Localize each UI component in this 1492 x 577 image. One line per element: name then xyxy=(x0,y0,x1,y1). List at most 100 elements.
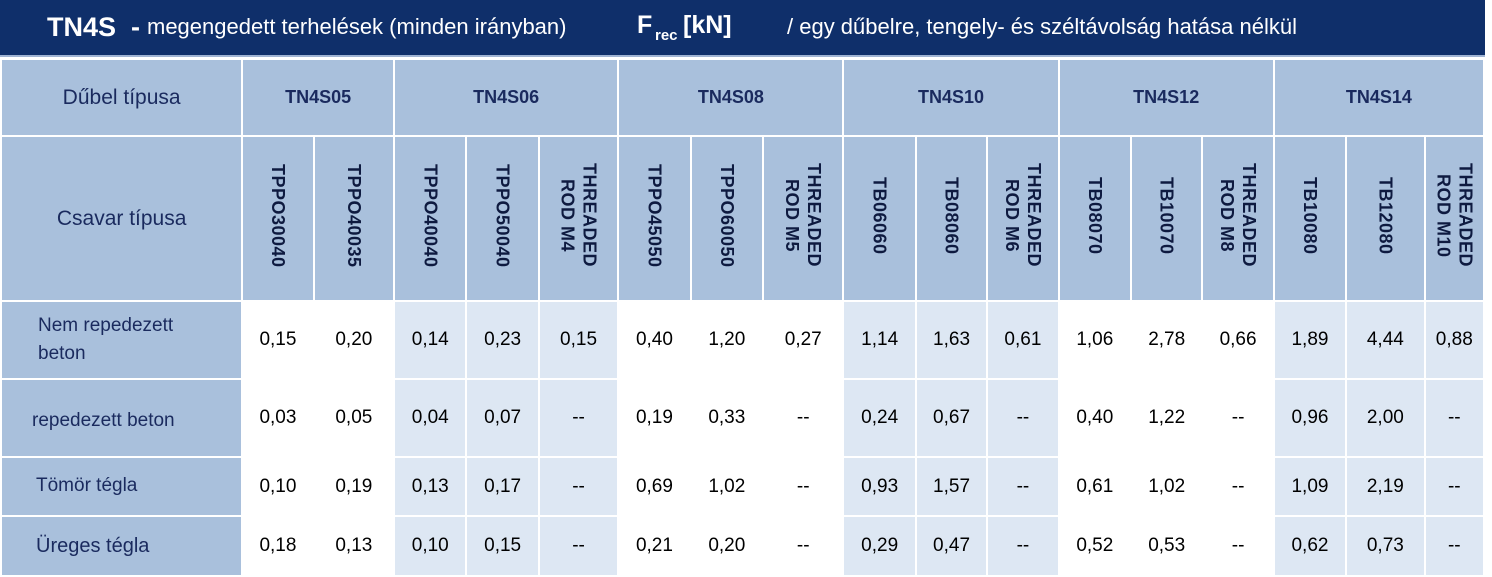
value-cell: 1,22 xyxy=(1129,378,1204,458)
screw-type-header: TPPO40035 xyxy=(312,135,396,302)
value-cell: 1,02 xyxy=(1129,456,1204,517)
product-name: TN4S xyxy=(47,12,117,42)
screw-type-header: THREADED ROD M5 xyxy=(762,135,845,302)
value-cell: 0,20 xyxy=(312,300,396,380)
value-cell: 0,04 xyxy=(393,378,468,458)
dowel-type-header: TN4S10 xyxy=(842,58,1060,137)
value-cell: 0,13 xyxy=(393,456,468,517)
value-cell: 0,47 xyxy=(914,515,989,577)
value-cell: 0,07 xyxy=(465,378,540,458)
row-label: Nem repedezett beton xyxy=(0,300,244,380)
dowel-type-header: TN4S14 xyxy=(1272,58,1486,137)
value-cell: 1,57 xyxy=(914,456,989,517)
value-cell: 0,69 xyxy=(617,456,692,517)
screw-type-header: TB12080 xyxy=(1345,135,1426,302)
value-cell: 2,00 xyxy=(1345,378,1426,458)
value-cell: 1,09 xyxy=(1272,456,1348,517)
value-cell: 0,24 xyxy=(842,378,917,458)
value-cell: -- xyxy=(986,378,1060,458)
table-row: Tömör tégla 0,10 0,19 0,13 0,17 -- 0,69 … xyxy=(0,456,1486,517)
value-cell: 0,15 xyxy=(241,300,315,380)
screw-type-header: THREADED ROD M6 xyxy=(986,135,1060,302)
value-cell: 0,23 xyxy=(465,300,540,380)
value-cell: 0,15 xyxy=(537,300,620,380)
value-cell: 0,62 xyxy=(1272,515,1348,577)
dowel-type-row: Dűbel típusa TN4S05 TN4S06 TN4S08 TN4S10… xyxy=(0,58,1486,137)
screw-type-header: TPPO50040 xyxy=(465,135,540,302)
value-cell: -- xyxy=(537,515,620,577)
value-cell: 0,53 xyxy=(1129,515,1204,577)
value-cell: 0,18 xyxy=(241,515,315,577)
force-unit: [kN] xyxy=(683,11,732,39)
value-cell: 0,67 xyxy=(914,378,989,458)
value-cell: 0,15 xyxy=(465,515,540,577)
value-cell: 0,61 xyxy=(1057,456,1133,517)
value-cell: 0,66 xyxy=(1201,300,1275,380)
screw-type-header: TPPO40040 xyxy=(393,135,468,302)
value-cell: -- xyxy=(762,515,845,577)
title-description: megengedett terhelések (minden irányban) xyxy=(147,14,567,39)
value-cell: -- xyxy=(762,456,845,517)
value-cell: -- xyxy=(986,515,1060,577)
table-row: repedezett beton 0,03 0,05 0,04 0,07 -- … xyxy=(0,378,1486,458)
screw-type-header: TB08070 xyxy=(1057,135,1133,302)
screw-type-header: THREADED ROD M10 xyxy=(1423,135,1486,302)
value-cell: -- xyxy=(1423,456,1486,517)
screw-type-header: THREADED ROD M4 xyxy=(537,135,620,302)
value-cell: 0,27 xyxy=(762,300,845,380)
value-cell: 2,19 xyxy=(1345,456,1426,517)
value-cell: -- xyxy=(1423,378,1486,458)
screw-type-header: THREADED ROD M8 xyxy=(1201,135,1275,302)
value-cell: 0,19 xyxy=(617,378,692,458)
value-cell: 0,40 xyxy=(617,300,692,380)
dowel-type-header: TN4S05 xyxy=(241,58,396,137)
value-cell: -- xyxy=(537,378,620,458)
screw-type-header: TB10070 xyxy=(1129,135,1204,302)
value-cell: 1,63 xyxy=(914,300,989,380)
screw-type-header: TB08060 xyxy=(914,135,989,302)
row-label: repedezett beton xyxy=(0,378,244,458)
value-cell: 0,10 xyxy=(241,456,315,517)
value-cell: 0,52 xyxy=(1057,515,1133,577)
title-note: / egy dűbelre, tengely- és széltávolság … xyxy=(787,14,1297,39)
screw-type-header: TPPO60050 xyxy=(689,135,765,302)
value-cell: -- xyxy=(986,456,1060,517)
row-label: Üreges tégla xyxy=(0,515,244,577)
force-subscript: rec xyxy=(655,27,678,44)
screw-type-header: TB10080 xyxy=(1272,135,1348,302)
value-cell: -- xyxy=(762,378,845,458)
right-margin xyxy=(1485,0,1492,577)
value-cell: 1,02 xyxy=(689,456,765,517)
screw-type-label: Csavar típusa xyxy=(0,135,244,302)
table-row: Nem repedezett beton 0,15 0,20 0,14 0,23 … xyxy=(0,300,1486,380)
value-cell: 0,21 xyxy=(617,515,692,577)
value-cell: 0,96 xyxy=(1272,378,1348,458)
value-cell: 0,10 xyxy=(393,515,468,577)
value-cell: 2,78 xyxy=(1129,300,1204,380)
value-cell: 0,14 xyxy=(393,300,468,380)
value-cell: -- xyxy=(1201,456,1275,517)
value-cell: 0,05 xyxy=(312,378,396,458)
screw-type-header: TB06060 xyxy=(842,135,917,302)
dowel-type-header: TN4S08 xyxy=(617,58,845,137)
value-cell: 1,20 xyxy=(689,300,765,380)
table-title-bar: TN4S - megengedett terhelések (minden ir… xyxy=(0,0,1485,57)
value-cell: 0,17 xyxy=(465,456,540,517)
value-cell: 0,29 xyxy=(842,515,917,577)
value-cell: 0,19 xyxy=(312,456,396,517)
value-cell: -- xyxy=(1201,378,1275,458)
value-cell: 0,13 xyxy=(312,515,396,577)
value-cell: 1,06 xyxy=(1057,300,1133,380)
force-symbol: F xyxy=(637,11,653,39)
value-cell: 0,40 xyxy=(1057,378,1133,458)
value-cell: 0,93 xyxy=(842,456,917,517)
value-cell: 0,73 xyxy=(1345,515,1426,577)
table-row: Üreges tégla 0,18 0,13 0,10 0,15 -- 0,21… xyxy=(0,515,1486,577)
value-cell: 1,89 xyxy=(1272,300,1348,380)
load-table: Dűbel típusa TN4S05 TN4S06 TN4S08 TN4S10… xyxy=(0,58,1486,577)
value-cell: 4,44 xyxy=(1345,300,1426,380)
value-cell: 0,88 xyxy=(1423,300,1486,380)
value-cell: -- xyxy=(1423,515,1486,577)
dowel-type-header: TN4S06 xyxy=(393,58,620,137)
value-cell: -- xyxy=(1201,515,1275,577)
